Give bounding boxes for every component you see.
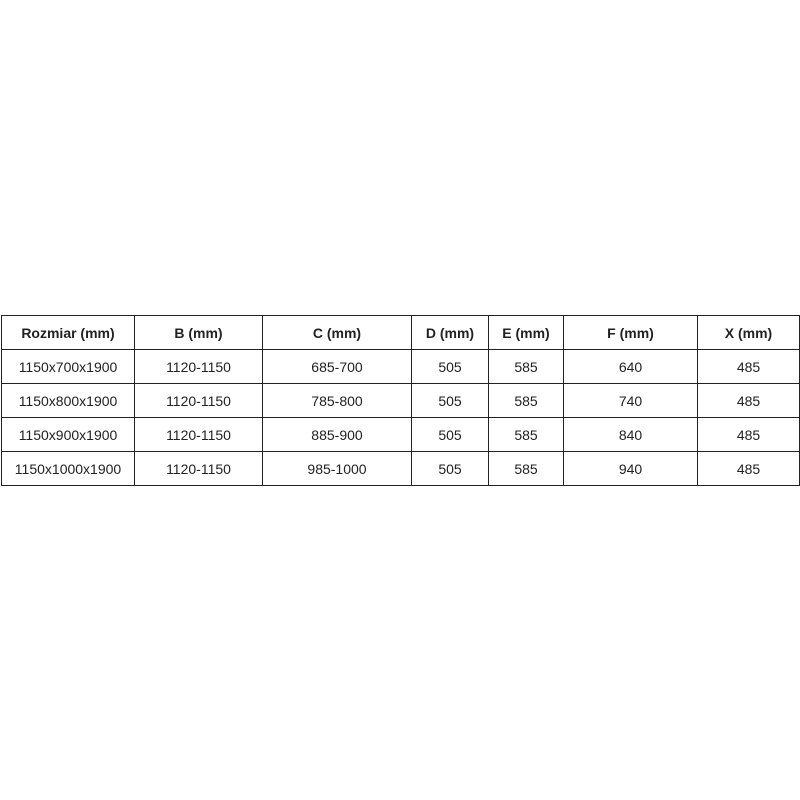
- table-cell: 485: [697, 383, 800, 418]
- table-row: 1150x1000x1900 1120-1150 985-1000 505 585 940…: [1, 451, 800, 486]
- column-header: Rozmiar (mm): [1, 315, 135, 350]
- table-cell: 585: [488, 383, 564, 418]
- table-cell: 1150x900x1900: [1, 417, 135, 452]
- table-cell: 940: [563, 451, 698, 486]
- table-cell: 1120-1150: [134, 417, 263, 452]
- table-cell: 505: [411, 451, 489, 486]
- table-row: 1150x800x1900 1120-1150 785-800 505 585 740 48…: [1, 383, 800, 418]
- table-row: 1150x700x1900 1120-1150 685-700 505 585 640 48…: [1, 349, 800, 384]
- table-cell: 1150x700x1900: [1, 349, 135, 384]
- table-cell: 785-800: [262, 383, 412, 418]
- table-cell: 1150x1000x1900: [1, 451, 135, 486]
- table-cell: 740: [563, 383, 698, 418]
- table-cell: 640: [563, 349, 698, 384]
- table-cell: 585: [488, 417, 564, 452]
- table-cell: 985-1000: [262, 451, 412, 486]
- column-header: D (mm): [411, 315, 489, 350]
- table-cell: 685-700: [262, 349, 412, 384]
- column-header: C (mm): [262, 315, 412, 350]
- table-cell: 485: [697, 349, 800, 384]
- table-cell: 840: [563, 417, 698, 452]
- table-cell: 1150x800x1900: [1, 383, 135, 418]
- table-cell: 1120-1150: [134, 383, 263, 418]
- column-header: X (mm): [697, 315, 800, 350]
- column-header: B (mm): [134, 315, 263, 350]
- table-cell: 1120-1150: [134, 451, 263, 486]
- table-cell: 505: [411, 417, 489, 452]
- table-cell: 585: [488, 349, 564, 384]
- table-cell: 505: [411, 383, 489, 418]
- header-row: Rozmiar (mm) B (mm) C (mm) D (mm) E (mm) F (m…: [1, 315, 800, 350]
- table-cell: 485: [697, 451, 800, 486]
- dimensions-table: Rozmiar (mm) B (mm) C (mm) D (mm) E (mm) F (m…: [1, 315, 800, 486]
- table-cell: 585: [488, 451, 564, 486]
- column-header: F (mm): [563, 315, 698, 350]
- table-cell: 1120-1150: [134, 349, 263, 384]
- column-header: E (mm): [488, 315, 564, 350]
- table-cell: 505: [411, 349, 489, 384]
- table-row: 1150x900x1900 1120-1150 885-900 505 585 840 48…: [1, 417, 800, 452]
- table-cell: 885-900: [262, 417, 412, 452]
- table-cell: 485: [697, 417, 800, 452]
